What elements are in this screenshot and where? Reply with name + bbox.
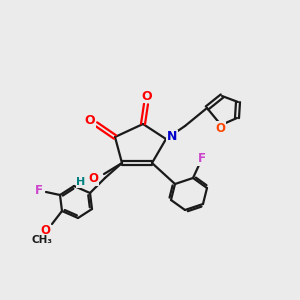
Text: O: O [215, 122, 225, 134]
Text: H: H [76, 177, 85, 187]
Text: O: O [85, 115, 95, 128]
Text: F: F [198, 152, 206, 166]
Text: O: O [142, 89, 152, 103]
Text: O: O [40, 224, 50, 236]
Text: O: O [88, 172, 98, 185]
Text: F: F [35, 184, 43, 197]
Text: CH₃: CH₃ [32, 235, 52, 245]
Text: N: N [167, 130, 177, 143]
